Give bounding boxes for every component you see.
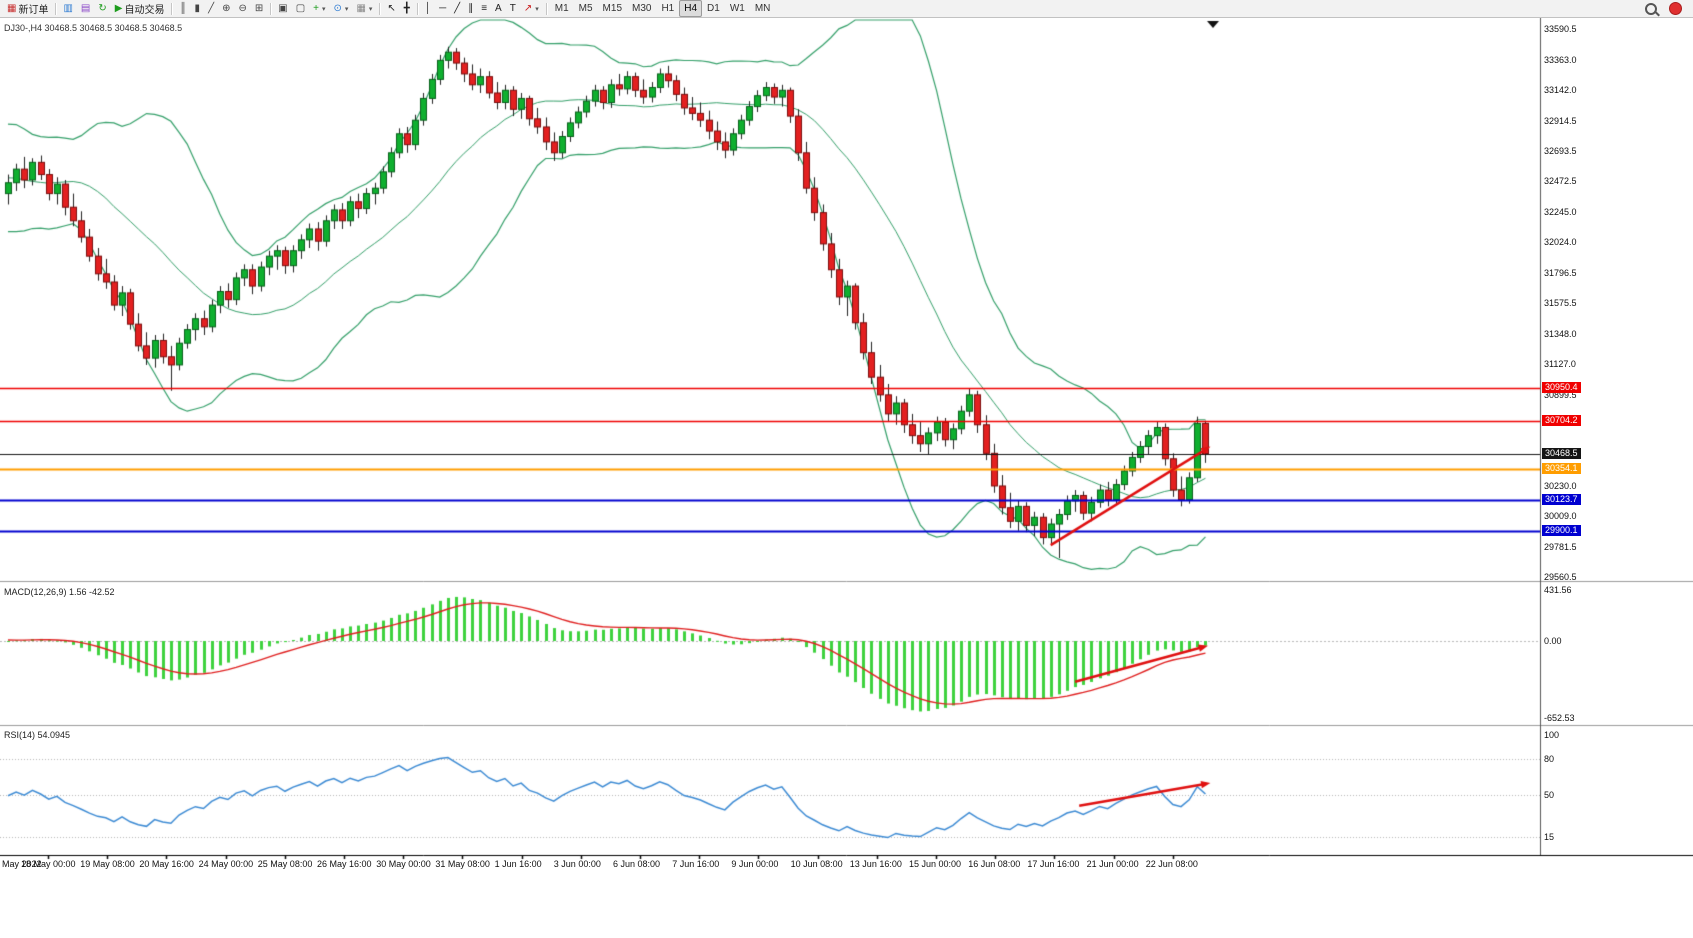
- timeframe-mn-button[interactable]: MN: [750, 0, 776, 17]
- timeframe-m15-button-label: M15: [602, 3, 622, 14]
- search-icon: [1645, 2, 1657, 15]
- macd-label: MACD(12,26,9) 1.56 -42.52: [4, 587, 115, 597]
- crosshair-button[interactable]: ╋: [400, 0, 414, 17]
- toolbar-separator: [416, 2, 418, 15]
- cascade-windows-icon: ▢: [295, 2, 306, 14]
- bar-chart-button[interactable]: ║: [175, 0, 190, 17]
- chevron-down-icon: ▾: [322, 5, 326, 13]
- timeframe-m1-button[interactable]: M1: [550, 0, 574, 17]
- auto-trading-play-icon: ▶: [114, 2, 123, 14]
- timeframe-mn-button-label: MN: [754, 3, 771, 14]
- timeframe-m1-button-label: M1: [554, 3, 569, 14]
- new-order-icon: ▦: [7, 2, 17, 14]
- indicator-plus-icon: +: [313, 2, 320, 14]
- horizontal-line-button[interactable]: ─: [435, 0, 450, 17]
- text-label-icon: T: [509, 2, 516, 14]
- vertical-line-button[interactable]: │: [421, 0, 435, 17]
- notification-dot-icon: [1669, 2, 1682, 15]
- timeframe-h4-button-label: H4: [684, 3, 698, 14]
- timeframe-h1-button[interactable]: H1: [656, 0, 679, 17]
- new-order-button[interactable]: ▦ 新订单: [3, 0, 52, 17]
- toolbar-separator: [270, 2, 272, 15]
- toolbar: ▦ 新订单 ▥ ▤ ↻ ▶ 自动交易 ║ ▮ ╱ ⊕ ⊖ ⊞ ▣ ▢ + ▾ ⊙ ▾ ▦ ▾ ↖ ╋ │ ─ ╱ ∥ ≡ A T ↗ ▾ M1 M…: [0, 0, 1693, 18]
- timeframe-m5-button-label: M5: [578, 3, 593, 14]
- text-icon: A: [495, 2, 502, 14]
- new-order-button-label: 新订单: [18, 5, 49, 16]
- rsi-label: RSI(14) 54.0945: [4, 730, 71, 740]
- auto-trading-button[interactable]: ▶ 自动交易: [111, 0, 169, 17]
- channel-button[interactable]: ∥: [464, 0, 477, 17]
- text-button[interactable]: A: [491, 0, 506, 17]
- navigator-icon: ▤: [80, 2, 91, 14]
- toolbar-separator: [379, 2, 381, 15]
- fibonacci-button[interactable]: ≡: [477, 0, 491, 17]
- toolbar-separator: [545, 2, 547, 15]
- symbol-ohlc-label: DJ30-,H4 30468.5 30468.5 30468.5 30468.5: [4, 23, 183, 33]
- chevron-down-icon: ▾: [368, 5, 373, 13]
- timeframe-w1-button[interactable]: W1: [725, 0, 750, 17]
- candlestick-icon: ▮: [194, 2, 201, 14]
- periods-button[interactable]: ⊙ ▾: [330, 0, 353, 17]
- text-label-button[interactable]: T: [506, 0, 520, 17]
- candlestick-button[interactable]: ▮: [191, 0, 205, 17]
- vertical-line-icon: │: [424, 2, 432, 14]
- toolbar-right-icons: [1645, 2, 1690, 15]
- trendline-button[interactable]: ╱: [450, 0, 464, 17]
- toolbar-separator: [171, 2, 173, 15]
- templates-button[interactable]: ▦ ▾: [352, 0, 376, 17]
- fibonacci-icon: ≡: [481, 2, 488, 14]
- clock-icon: ⊙: [333, 2, 342, 14]
- timeframe-h1-button-label: H1: [661, 3, 675, 14]
- channel-icon: ∥: [468, 2, 474, 14]
- trendline-icon: ╱: [454, 2, 461, 14]
- arrows-tool-icon: ↗: [523, 2, 533, 14]
- timeframe-m5-button[interactable]: M5: [574, 0, 598, 17]
- cursor-icon: ↖: [387, 2, 396, 14]
- cursor-button[interactable]: ↖: [383, 0, 399, 17]
- search-button[interactable]: [1645, 2, 1657, 15]
- indicators-add-button[interactable]: + ▾: [309, 0, 329, 17]
- timeframe-m30-button[interactable]: M30: [627, 0, 656, 17]
- zoom-in-button[interactable]: ⊕: [218, 0, 234, 17]
- cascade-windows-button[interactable]: ▢: [292, 0, 309, 17]
- arrows-tool-button[interactable]: ↗ ▾: [520, 0, 543, 17]
- templates-icon: ▦: [356, 2, 366, 14]
- crosshair-icon: ╋: [403, 2, 410, 14]
- timeframe-m30-button-label: M30: [632, 3, 652, 14]
- timeframe-m15-button[interactable]: M15: [598, 0, 627, 17]
- line-chart-button[interactable]: ╱: [204, 0, 218, 17]
- chevron-down-icon: ▾: [535, 5, 539, 13]
- arrange-windows-icon: ▣: [278, 2, 288, 14]
- refresh-icon: ↻: [98, 2, 107, 14]
- timeframe-d1-button-label: D1: [707, 3, 720, 14]
- timeframe-d1-button[interactable]: D1: [702, 0, 725, 17]
- line-chart-icon: ╱: [208, 2, 215, 14]
- timeframe-h4-button[interactable]: H4: [679, 0, 703, 17]
- tile-windows-icon: ⊞: [254, 2, 264, 14]
- toolbar-separator: [55, 2, 57, 15]
- chevron-down-icon: ▾: [344, 5, 349, 13]
- bar-chart-icon: ║: [179, 2, 187, 14]
- zoom-out-button[interactable]: ⊖: [234, 0, 250, 17]
- refresh-button[interactable]: ↻: [94, 0, 110, 17]
- tile-windows-button[interactable]: ⊞: [251, 0, 267, 17]
- arrange-windows-button[interactable]: ▣: [274, 0, 291, 17]
- market-watch-icon: ▥: [63, 2, 73, 14]
- navigator-button[interactable]: ▤: [77, 0, 94, 17]
- auto-trading-button-label: 自动交易: [124, 5, 165, 16]
- timeframe-w1-button-label: W1: [729, 3, 745, 14]
- zoom-in-icon: ⊕: [222, 2, 231, 14]
- market-watch-button[interactable]: ▥: [59, 0, 76, 17]
- horizontal-line-icon: ─: [439, 2, 447, 14]
- zoom-out-icon: ⊖: [238, 2, 247, 14]
- notifications-button[interactable]: [1669, 2, 1682, 15]
